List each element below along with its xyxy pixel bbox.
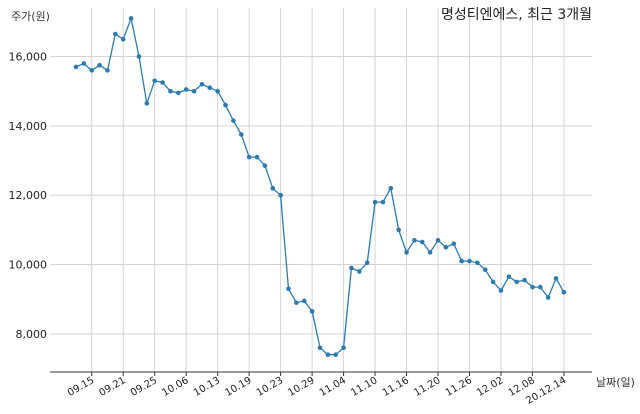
price-point bbox=[396, 227, 401, 233]
price-point bbox=[498, 288, 504, 293]
price-point bbox=[89, 68, 95, 73]
price-point bbox=[231, 118, 236, 123]
price-point bbox=[522, 277, 527, 283]
x-tick-label: 11.26 bbox=[444, 375, 474, 399]
price-point bbox=[294, 300, 299, 305]
price-point bbox=[120, 36, 126, 42]
price-point bbox=[270, 185, 276, 191]
price-point bbox=[215, 88, 220, 94]
price-point bbox=[490, 279, 496, 285]
price-point bbox=[97, 62, 102, 68]
price-point bbox=[412, 237, 417, 243]
x-tick-label: 10.29 bbox=[286, 375, 316, 399]
price-point bbox=[404, 250, 409, 255]
x-tick-label: 11.16 bbox=[381, 375, 411, 399]
price-point bbox=[105, 68, 110, 73]
x-axis-label: 날짜(일) bbox=[596, 375, 635, 389]
y-tick-label: 16,000 bbox=[9, 51, 48, 64]
x-tick-label: 10.23 bbox=[255, 375, 285, 399]
y-tick-label: 12,000 bbox=[9, 189, 48, 202]
x-tick-label: 09.25 bbox=[129, 375, 159, 399]
price-point bbox=[168, 88, 173, 94]
price-point bbox=[309, 309, 315, 314]
price-point bbox=[349, 265, 354, 271]
price-point bbox=[207, 85, 213, 91]
price-point bbox=[553, 276, 559, 281]
price-point bbox=[144, 101, 150, 106]
price-point bbox=[81, 61, 87, 66]
x-tick-label: 09.15 bbox=[66, 375, 96, 399]
price-point bbox=[176, 90, 181, 96]
x-tick-label: 12.02 bbox=[475, 375, 505, 399]
price-point bbox=[278, 192, 283, 198]
price-point bbox=[191, 88, 197, 94]
price-point bbox=[427, 250, 433, 255]
x-tick-label: 11.04 bbox=[318, 375, 348, 399]
x-tick-label: 10.06 bbox=[160, 375, 190, 399]
y-axis-label: 주가(원) bbox=[11, 10, 50, 23]
price-point bbox=[514, 279, 520, 285]
x-tick-label: 11.10 bbox=[349, 375, 379, 399]
price-point bbox=[262, 163, 268, 169]
price-point bbox=[467, 258, 472, 264]
price-point bbox=[561, 289, 567, 295]
price-point bbox=[317, 345, 323, 351]
price-point bbox=[443, 244, 449, 250]
price-point bbox=[372, 199, 378, 205]
price-point bbox=[199, 81, 205, 87]
x-tick-label: 11.20 bbox=[412, 375, 442, 399]
price-point bbox=[357, 269, 362, 274]
price-point bbox=[152, 78, 157, 84]
price-point bbox=[286, 286, 291, 292]
x-tick-label: 10.19 bbox=[223, 375, 253, 399]
price-point bbox=[301, 298, 307, 304]
price-points bbox=[73, 16, 567, 357]
price-point bbox=[419, 239, 425, 245]
x-tick-label: 09.21 bbox=[97, 375, 127, 399]
price-point bbox=[325, 352, 331, 357]
x-tick-label: 10.13 bbox=[192, 375, 222, 399]
price-point bbox=[435, 237, 441, 243]
price-point bbox=[73, 64, 79, 70]
price-point bbox=[506, 274, 512, 279]
price-point bbox=[380, 199, 386, 205]
price-point bbox=[333, 352, 339, 357]
price-point bbox=[341, 345, 346, 351]
price-point bbox=[459, 258, 464, 264]
price-point bbox=[128, 16, 134, 21]
price-point bbox=[451, 241, 457, 247]
price-point bbox=[545, 295, 551, 300]
price-point bbox=[482, 267, 488, 273]
price-point bbox=[254, 154, 260, 160]
price-point bbox=[113, 31, 118, 37]
price-point bbox=[538, 284, 543, 290]
price-point bbox=[246, 154, 252, 160]
y-tick-label: 10,000 bbox=[9, 259, 48, 272]
chart-title: 명성티엔에스, 최근 3개월 bbox=[441, 7, 592, 23]
x-tick-labels: 09.15 09.21 09.25 10.06 10.13 10.19 10.23 10.29… bbox=[66, 375, 569, 407]
price-line bbox=[75, 16, 565, 356]
price-point bbox=[388, 185, 394, 191]
price-point bbox=[136, 54, 142, 59]
grid bbox=[50, 8, 592, 376]
price-point bbox=[223, 102, 228, 108]
price-point bbox=[183, 87, 189, 92]
price-point bbox=[238, 132, 244, 137]
y-tick-label: 8,000 bbox=[16, 328, 48, 341]
price-point bbox=[530, 284, 535, 290]
y-tick-labels: 8,000 10,000 12,000 14,000 16,000 bbox=[9, 51, 48, 341]
price-point bbox=[364, 260, 370, 266]
price-point bbox=[160, 80, 165, 85]
price-point bbox=[475, 260, 480, 266]
y-tick-label: 14,000 bbox=[9, 120, 48, 133]
